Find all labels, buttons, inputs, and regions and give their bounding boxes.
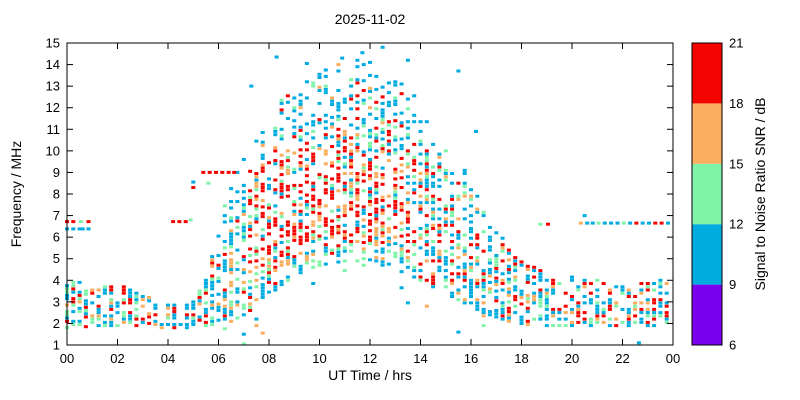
svg-text:12: 12 [729,217,743,232]
svg-text:22: 22 [615,351,629,366]
svg-text:06: 06 [211,351,225,366]
svg-text:21: 21 [729,36,743,51]
svg-text:15: 15 [46,36,60,51]
svg-text:14: 14 [413,351,427,366]
svg-text:11: 11 [47,122,61,137]
svg-text:10: 10 [46,143,60,158]
x-axis-ticks: 00 02 04 06 08 10 12 14 16 18 20 22 00 [60,43,680,366]
svg-text:6: 6 [53,230,60,245]
svg-text:4: 4 [53,273,60,288]
data-points [65,45,670,346]
svg-text:1: 1 [53,338,60,353]
svg-text:02: 02 [110,351,124,366]
chart-title: 2025-11-02 [334,11,406,27]
svg-text:3: 3 [53,294,60,309]
svg-text:18: 18 [514,351,528,366]
svg-text:5: 5 [53,251,60,266]
svg-text:14: 14 [46,57,60,72]
colorbar [691,42,723,346]
svg-text:15: 15 [729,156,743,171]
svg-text:13: 13 [46,79,60,94]
svg-text:9: 9 [729,277,736,292]
svg-text:00: 00 [666,351,680,366]
svg-text:8: 8 [53,187,60,202]
svg-text:9: 9 [53,165,60,180]
svg-text:7: 7 [53,208,60,223]
svg-text:6: 6 [729,338,736,353]
svg-text:12: 12 [363,351,377,366]
svg-text:20: 20 [565,351,579,366]
x-axis-label: UT Time / hrs [328,367,412,383]
svg-text:18: 18 [729,96,743,111]
svg-text:04: 04 [161,351,175,366]
svg-text:00: 00 [60,351,74,366]
svg-text:12: 12 [46,100,60,115]
svg-text:2: 2 [53,316,60,331]
svg-text:16: 16 [464,351,478,366]
svg-text:08: 08 [262,351,276,366]
svg-text:10: 10 [312,351,326,366]
colorbar-tick-labels: 6 9 12 15 18 21 [729,36,743,353]
